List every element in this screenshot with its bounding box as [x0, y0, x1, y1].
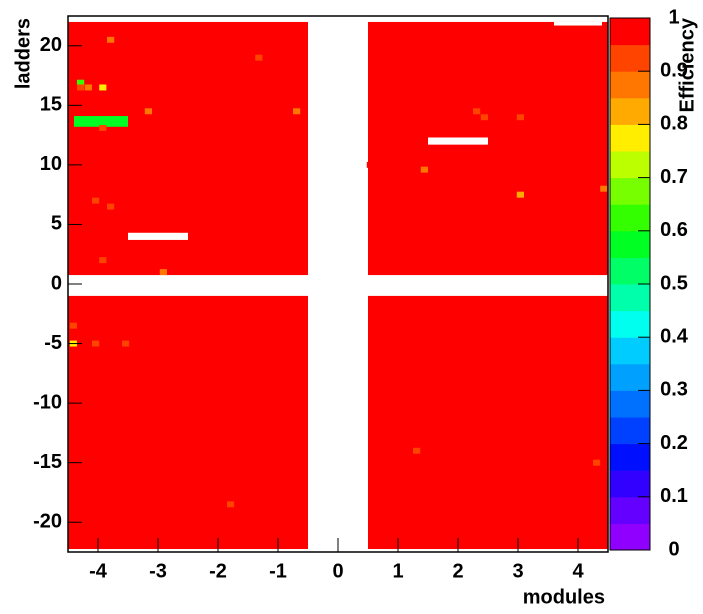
colorbar-band: [610, 390, 650, 418]
y-tick-label: -5: [44, 332, 62, 354]
y-axis-label: ladders: [12, 18, 34, 89]
colorbar-band: [610, 337, 650, 365]
z-tick-label: 0: [668, 538, 679, 560]
cell: [84, 84, 92, 91]
colorbar-band: [610, 284, 650, 312]
x-tick-label: 0: [332, 560, 343, 582]
cell: [92, 340, 100, 347]
z-tick-label: 0.8: [660, 113, 688, 135]
z-tick-label: 0.6: [660, 219, 688, 241]
colorbar-band: [610, 470, 650, 498]
cell: [92, 197, 100, 204]
colorbar-band: [610, 204, 650, 232]
cell: [366, 161, 374, 168]
colorbar-band: [610, 496, 650, 524]
colorbar-band: [610, 44, 650, 72]
colorbar-band: [610, 230, 650, 258]
z-tick-label: 1: [668, 6, 679, 28]
colorbar-band: [610, 257, 650, 285]
empty-cells: [428, 137, 488, 145]
cell: [99, 124, 107, 131]
cell: [107, 203, 115, 210]
region: [74, 116, 128, 127]
empty-cells: [554, 21, 602, 26]
y-tick-label: 15: [40, 94, 62, 116]
y-tick-label: -20: [33, 511, 62, 533]
colorbar-band: [610, 177, 650, 205]
colorbar-band: [610, 71, 650, 99]
cell: [99, 84, 107, 91]
cell: [255, 54, 263, 61]
colorbar-band: [610, 523, 650, 551]
x-tick-label: -3: [149, 560, 167, 582]
cell: [69, 322, 77, 329]
z-tick-label: 0.7: [660, 166, 688, 188]
x-tick-label: 3: [512, 560, 523, 582]
x-tick-label: -1: [269, 560, 287, 582]
x-tick-label: 2: [452, 560, 463, 582]
colorbar-band: [610, 443, 650, 471]
x-tick-label: 1: [392, 560, 403, 582]
y-tick-label: 5: [51, 213, 62, 235]
colorbar-band: [610, 97, 650, 125]
y-tick-label: -10: [33, 391, 62, 413]
cell: [107, 36, 115, 43]
cell: [122, 340, 130, 347]
colorbar-label: Efficiency: [676, 17, 698, 112]
y-tick-label: 10: [40, 153, 62, 175]
x-tick-label: -4: [89, 560, 108, 582]
colorbar-band: [610, 363, 650, 391]
cell: [159, 269, 167, 276]
region: [368, 21, 608, 276]
x-tick-label: -2: [209, 560, 227, 582]
cell: [99, 257, 107, 264]
colorbar-band: [610, 124, 650, 152]
colorbar-band: [610, 310, 650, 338]
colorbar-band: [610, 417, 650, 445]
cell: [77, 79, 85, 86]
cell: [593, 459, 601, 466]
cell: [293, 108, 301, 115]
colorbar-band: [610, 18, 650, 46]
z-tick-label: 0.5: [660, 272, 688, 294]
cell: [144, 108, 152, 115]
z-tick-label: 0.2: [660, 432, 688, 454]
region: [68, 295, 308, 550]
x-axis-label: modules: [523, 586, 605, 608]
z-tick-label: 0.3: [660, 379, 688, 401]
cell: [516, 114, 524, 121]
y-tick-label: -15: [33, 451, 62, 473]
cell: [77, 84, 85, 91]
region: [368, 295, 608, 550]
cell: [413, 447, 421, 454]
cell: [473, 108, 481, 115]
cell: [600, 185, 608, 192]
empty-cells: [128, 232, 188, 240]
y-tick-label: 0: [51, 272, 62, 294]
x-tick-label: 4: [572, 560, 584, 582]
colorbar-band: [610, 151, 650, 179]
cell: [227, 501, 235, 508]
cell: [516, 191, 524, 198]
z-tick-label: 0.4: [660, 325, 689, 347]
cell: [420, 166, 428, 173]
cell: [480, 114, 488, 121]
z-tick-label: 0.9: [660, 59, 688, 81]
y-tick-label: 20: [40, 34, 62, 56]
z-tick-label: 0.1: [660, 485, 688, 507]
